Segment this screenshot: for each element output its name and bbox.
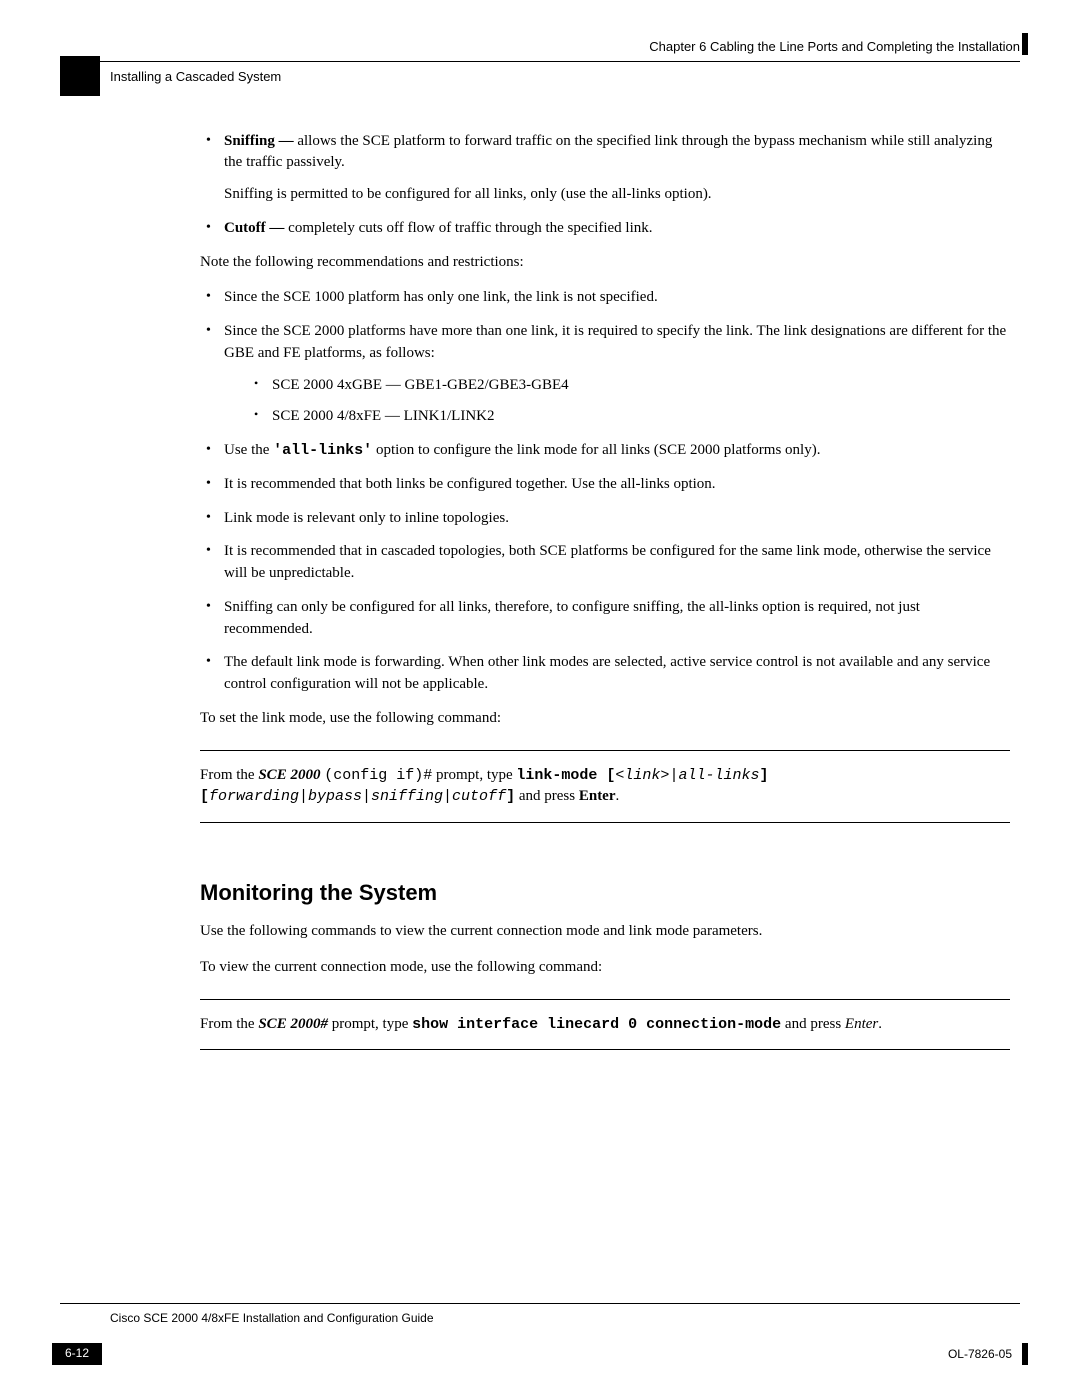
sub-item: SCE 2000 4/8xFE — LINK1/LINK2 (248, 406, 1010, 428)
list-text: It is recommended that in cascaded topol… (224, 543, 991, 581)
sub-item: SCE 2000 4xGBE — GBE1-GBE2/GBE3-GBE4 (248, 375, 1010, 397)
cmd-pre: From the (200, 767, 258, 783)
doc-id: OL-7826-05 (948, 1346, 1012, 1363)
inline-code: 'all-links' (273, 442, 372, 459)
list-item: Sniffing can only be configured for all … (200, 597, 1010, 641)
list-text: It is recommended that both links be con… (224, 476, 716, 492)
list-text: Link mode is relevant only to inline top… (224, 510, 509, 526)
cmd-post: and press (781, 1016, 845, 1032)
list-item: Cutoff — completely cuts off flow of tra… (200, 218, 1010, 240)
cmd-mid: prompt, type (432, 767, 516, 783)
separator (200, 999, 1010, 1000)
separator (200, 1049, 1010, 1050)
cmd-device: SCE 2000# (258, 1016, 328, 1032)
cmd-mid: prompt, type (328, 1016, 412, 1032)
command-block-1: From the SCE 2000 (config if)# prompt, t… (200, 765, 1010, 809)
cmd-enter: Enter (845, 1016, 878, 1032)
lead-term: Sniffing — (224, 133, 297, 149)
footer-right-mark (1022, 1343, 1028, 1365)
list-item: It is recommended that in cascaded topol… (200, 541, 1010, 585)
list-item: Since the SCE 2000 platforms have more t… (200, 321, 1010, 428)
list-extra: Sniffing is permitted to be configured f… (224, 184, 1010, 206)
cmd-post: and press (515, 788, 579, 804)
mode-list: Sniffing — allows the SCE platform to fo… (200, 131, 1010, 240)
cmd-name: link-mode [ (516, 767, 615, 784)
list-text: Since the SCE 2000 platforms have more t… (224, 323, 1006, 361)
cmd-arg: all-links (678, 767, 759, 784)
separator (200, 822, 1010, 823)
monitor-p2: To view the current connection mode, use… (200, 957, 1010, 979)
cmd-name: show interface linecard 0 connection-mod… (412, 1016, 781, 1033)
list-text: Sniffing can only be configured for all … (224, 599, 920, 637)
page-corner-mark (60, 56, 100, 96)
cmd-enter: Enter (579, 788, 616, 804)
separator (200, 750, 1010, 751)
monitor-p1: Use the following commands to view the c… (200, 921, 1010, 943)
list-text: The default link mode is forwarding. Whe… (224, 654, 990, 692)
page-footer: Cisco SCE 2000 4/8xFE Installation and C… (60, 1303, 1020, 1365)
list-text: completely cuts off flow of traffic thro… (288, 220, 652, 236)
list-item: Use the 'all-links' option to configure … (200, 440, 1010, 462)
cmd-dot: . (616, 788, 620, 804)
command-block-2: From the SCE 2000# prompt, type show int… (200, 1014, 1010, 1036)
footer-rule (60, 1303, 1020, 1304)
list-pre: Use the (224, 442, 273, 458)
section-crumb: Installing a Cascaded System (110, 68, 1020, 87)
list-item: It is recommended that both links be con… (200, 474, 1010, 496)
section-heading: Monitoring the System (200, 877, 1010, 909)
cmd-opts: forwarding|bypass|sniffing|cutoff (209, 788, 506, 805)
list-item: Link mode is relevant only to inline top… (200, 508, 1010, 530)
set-link-intro: To set the link mode, use the following … (200, 708, 1010, 730)
cmd-end-brk: ] (506, 788, 515, 805)
footer-doc-title: Cisco SCE 2000 4/8xFE Installation and C… (110, 1310, 1020, 1327)
cmd-arg: <link> (615, 767, 669, 784)
page-number-badge: 6-12 (52, 1343, 102, 1365)
list-item: Since the SCE 1000 platform has only one… (200, 287, 1010, 309)
chapter-header: Chapter 6 Cabling the Line Ports and Com… (60, 38, 1020, 62)
cmd-dot: . (878, 1016, 882, 1032)
recommendations-list: Since the SCE 1000 platform has only one… (200, 287, 1010, 696)
lead-term: Cutoff — (224, 220, 288, 236)
cmd-device: SCE 2000 (258, 767, 320, 783)
header-right-mark (1022, 33, 1028, 55)
list-post: option to configure the link mode for al… (372, 442, 820, 458)
note-intro: Note the following recommendations and r… (200, 252, 1010, 274)
list-text: allows the SCE platform to forward traff… (224, 133, 992, 171)
sub-list: SCE 2000 4xGBE — GBE1-GBE2/GBE3-GBE4 SCE… (224, 375, 1010, 429)
list-item: Sniffing — allows the SCE platform to fo… (200, 131, 1010, 206)
cmd-prompt: (config if)# (324, 767, 432, 784)
list-item: The default link mode is forwarding. Whe… (200, 652, 1010, 696)
list-text: Since the SCE 1000 platform has only one… (224, 289, 658, 305)
cmd-pre: From the (200, 1016, 258, 1032)
body-content: Sniffing — allows the SCE platform to fo… (200, 131, 1010, 1051)
